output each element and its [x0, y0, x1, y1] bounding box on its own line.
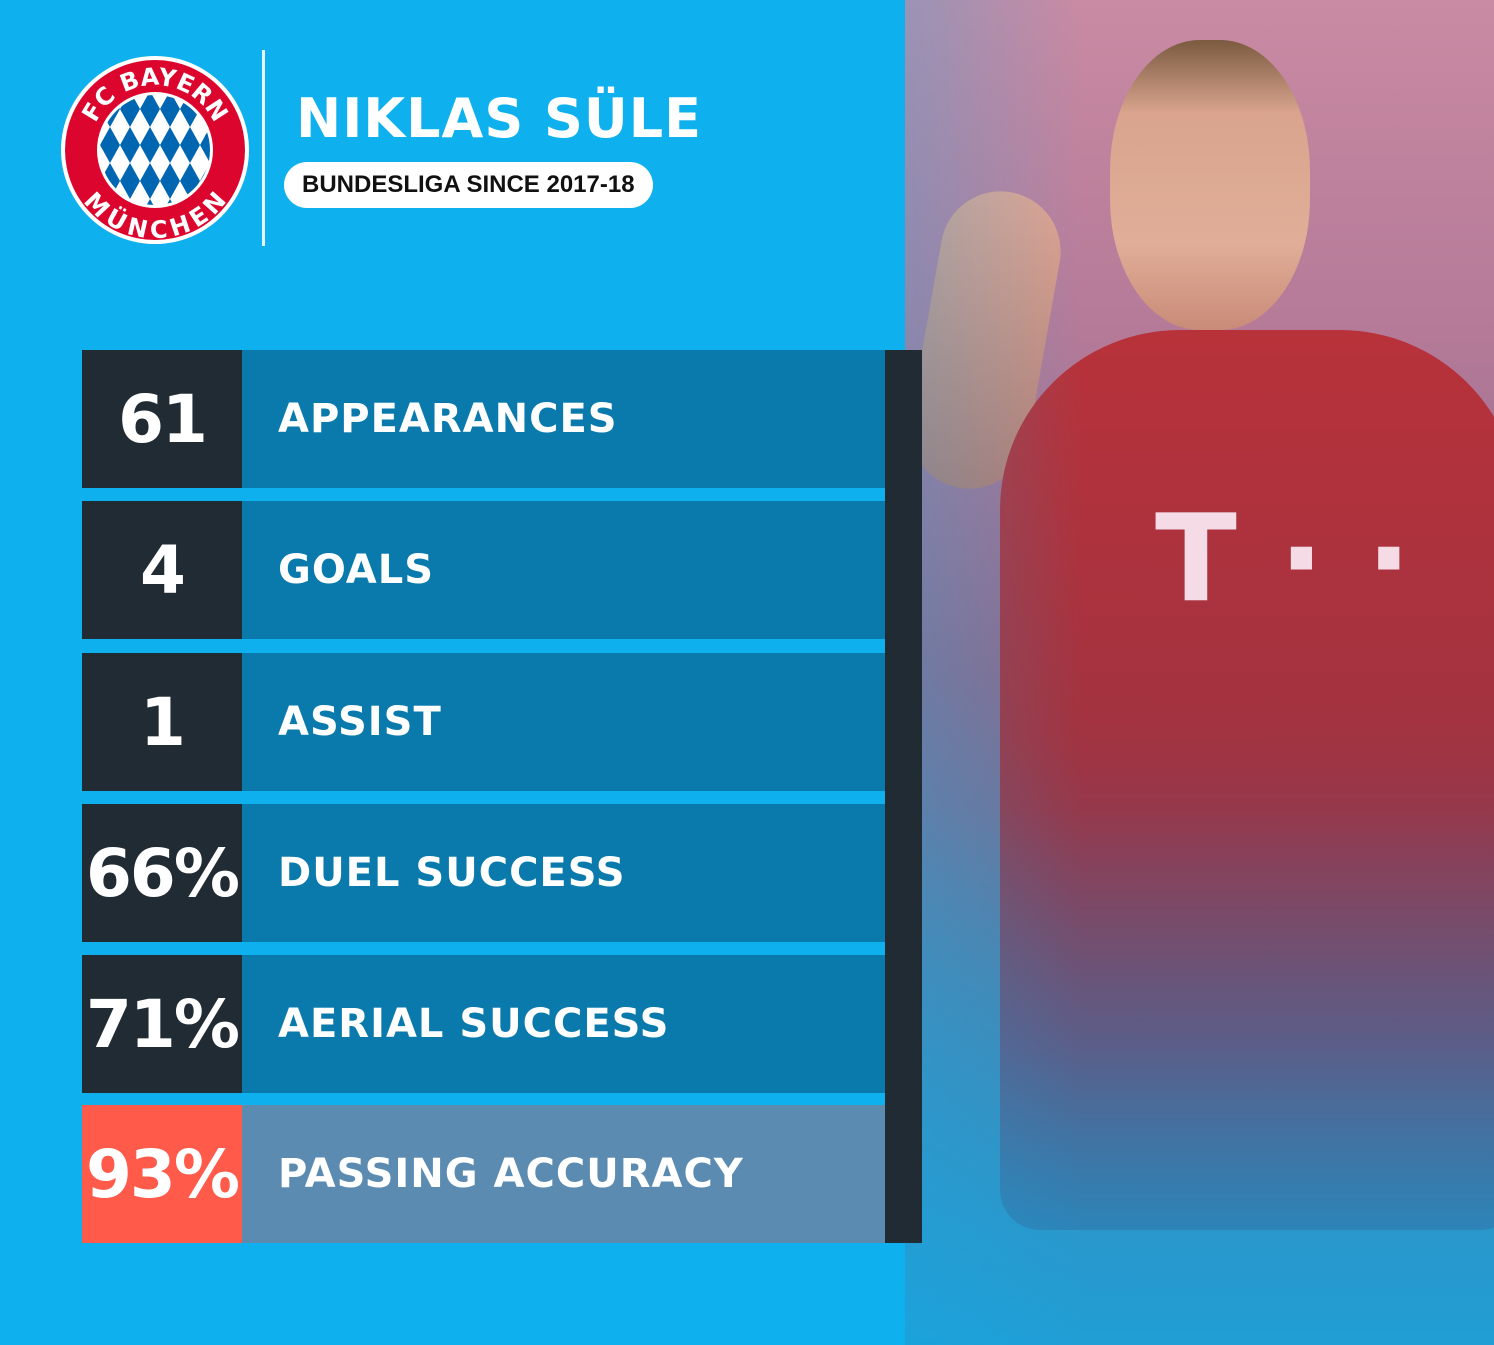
stat-label: AERIAL SUCCESS	[242, 955, 885, 1093]
stat-label: DUEL SUCCESS	[242, 804, 885, 942]
decorative-bar	[885, 350, 922, 1243]
stat-value: 93%	[82, 1105, 242, 1243]
player-photo: T · ·	[905, 0, 1494, 1345]
stat-value: 71%	[82, 955, 242, 1093]
photo-overlay	[905, 0, 1494, 1345]
stat-value: 66%	[82, 804, 242, 942]
stat-row-appearances: 61 APPEARANCES	[82, 350, 885, 488]
stat-row-duel-success: 66% DUEL SUCCESS	[82, 804, 885, 942]
stat-row-assist: 1 ASSIST	[82, 653, 885, 791]
stat-value: 61	[82, 350, 242, 488]
fc-bayern-logo: FC BAYERN MÜNCHEN	[61, 56, 249, 244]
player-name: NIKLAS SÜLE	[296, 87, 703, 150]
subtitle-badge: BUNDESLIGA SINCE 2017-18	[284, 162, 653, 208]
player-head	[1110, 40, 1310, 330]
header-divider	[262, 50, 265, 246]
stat-label: ASSIST	[242, 653, 885, 791]
stat-row-passing-accuracy: 93% PASSING ACCURACY	[82, 1105, 885, 1243]
player-shirt	[1000, 330, 1494, 1230]
stat-label: GOALS	[242, 501, 885, 639]
stat-value: 1	[82, 653, 242, 791]
stat-row-aerial-success: 71% AERIAL SUCCESS	[82, 955, 885, 1093]
stat-row-goals: 4 GOALS	[82, 501, 885, 639]
sponsor-logo: T · ·	[1155, 490, 1412, 629]
stat-label: PASSING ACCURACY	[242, 1105, 885, 1243]
stat-value: 4	[82, 501, 242, 639]
stat-label: APPEARANCES	[242, 350, 885, 488]
